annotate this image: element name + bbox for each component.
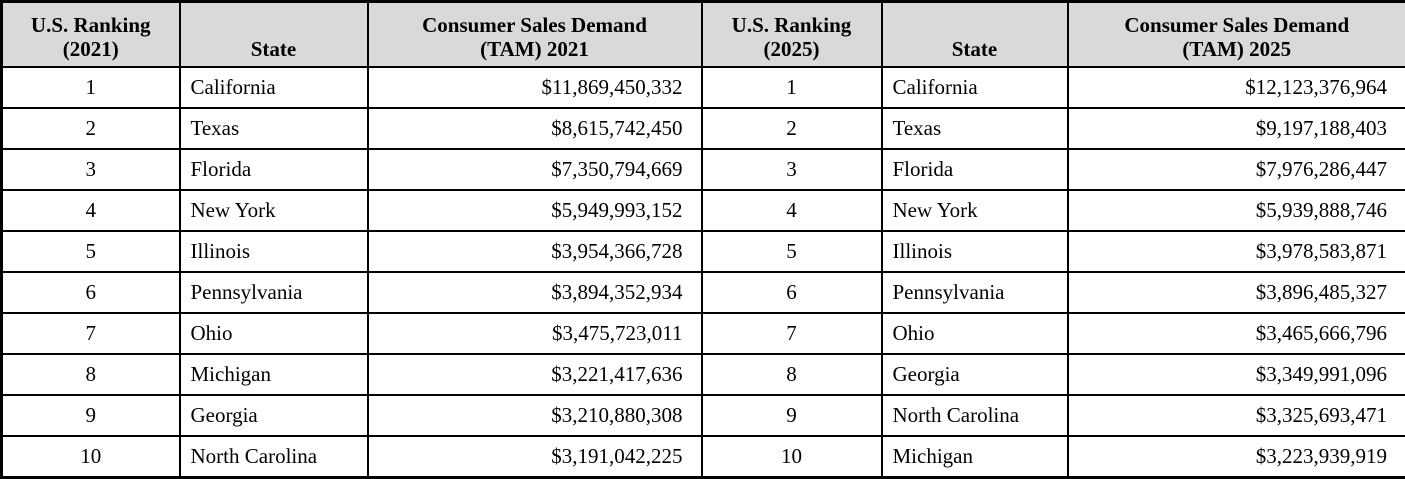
tam-2021-cell: $3,191,042,225 — [368, 436, 702, 478]
rank-2021-cell: 5 — [2, 231, 180, 272]
tam-2025-cell: $3,978,583,871 — [1068, 231, 1405, 272]
header-label: (2025) — [707, 37, 877, 61]
rank-2021-cell: 10 — [2, 436, 180, 478]
rank-2021-cell: 3 — [2, 149, 180, 190]
state-2021-cell: Ohio — [180, 313, 368, 354]
header-state-2021: State — [180, 2, 368, 68]
state-2025-cell: Ohio — [882, 313, 1068, 354]
state-2021-cell: Pennsylvania — [180, 272, 368, 313]
header-tam-2025: Consumer Sales Demand (TAM) 2025 — [1068, 2, 1405, 68]
rank-2025-cell: 8 — [702, 354, 882, 395]
header-label: U.S. Ranking — [7, 13, 175, 37]
rank-2021-cell: 4 — [2, 190, 180, 231]
tam-2025-cell: $7,976,286,447 — [1068, 149, 1405, 190]
rank-2021-cell: 2 — [2, 108, 180, 149]
tam-2021-cell: $3,475,723,011 — [368, 313, 702, 354]
rank-2021-cell: 7 — [2, 313, 180, 354]
header-us-ranking-2025: U.S. Ranking (2025) — [702, 2, 882, 68]
state-2021-cell: California — [180, 67, 368, 108]
header-label: (2021) — [7, 37, 175, 61]
rank-2025-cell: 9 — [702, 395, 882, 436]
state-2025-cell: New York — [882, 190, 1068, 231]
state-2025-cell: Illinois — [882, 231, 1068, 272]
state-2025-cell: North Carolina — [882, 395, 1068, 436]
header-label: U.S. Ranking — [707, 13, 877, 37]
tam-2021-cell: $3,221,417,636 — [368, 354, 702, 395]
state-2021-cell: Illinois — [180, 231, 368, 272]
header-label: (TAM) 2021 — [373, 37, 697, 61]
rank-2025-cell: 2 — [702, 108, 882, 149]
state-2021-cell: Texas — [180, 108, 368, 149]
tam-2025-cell: $5,939,888,746 — [1068, 190, 1405, 231]
rank-2025-cell: 6 — [702, 272, 882, 313]
rank-2025-cell: 10 — [702, 436, 882, 478]
rank-2021-cell: 9 — [2, 395, 180, 436]
state-2021-cell: Georgia — [180, 395, 368, 436]
header-label: Consumer Sales Demand — [1073, 13, 1402, 37]
header-row: U.S. Ranking (2021) State Consumer Sales… — [2, 2, 1405, 68]
header-us-ranking-2021: U.S. Ranking (2021) — [2, 2, 180, 68]
rank-2025-cell: 3 — [702, 149, 882, 190]
tam-2021-cell: $3,894,352,934 — [368, 272, 702, 313]
header-tam-2021: Consumer Sales Demand (TAM) 2021 — [368, 2, 702, 68]
rank-2021-cell: 6 — [2, 272, 180, 313]
header-label: Consumer Sales Demand — [373, 13, 697, 37]
tam-2021-cell: $8,615,742,450 — [368, 108, 702, 149]
state-2025-cell: Pennsylvania — [882, 272, 1068, 313]
state-2021-cell: North Carolina — [180, 436, 368, 478]
tam-2025-cell: $9,197,188,403 — [1068, 108, 1405, 149]
tam-2021-cell: $11,869,450,332 — [368, 67, 702, 108]
tam-2025-cell: $3,223,939,919 — [1068, 436, 1405, 478]
state-2025-cell: Texas — [882, 108, 1068, 149]
table-header: U.S. Ranking (2021) State Consumer Sales… — [2, 2, 1405, 68]
rank-2025-cell: 4 — [702, 190, 882, 231]
header-label: (TAM) 2025 — [1073, 37, 1402, 61]
rank-2025-cell: 7 — [702, 313, 882, 354]
tam-2025-cell: $3,465,666,796 — [1068, 313, 1405, 354]
state-2021-cell: New York — [180, 190, 368, 231]
tam-2021-cell: $3,954,366,728 — [368, 231, 702, 272]
tam-2021-cell: $5,949,993,152 — [368, 190, 702, 231]
state-2021-cell: Michigan — [180, 354, 368, 395]
tam-2025-cell: $3,325,693,471 — [1068, 395, 1405, 436]
rank-2025-cell: 1 — [702, 67, 882, 108]
rank-2021-cell: 1 — [2, 67, 180, 108]
state-2025-cell: Georgia — [882, 354, 1068, 395]
tam-2025-cell: $3,349,991,096 — [1068, 354, 1405, 395]
header-state-2025: State — [882, 2, 1068, 68]
tam-2025-cell: $3,896,485,327 — [1068, 272, 1405, 313]
tam-2025-cell: $12,123,376,964 — [1068, 67, 1405, 108]
header-label: State — [887, 37, 1063, 61]
state-2025-cell: Florida — [882, 149, 1068, 190]
state-2025-cell: Michigan — [882, 436, 1068, 478]
tam-2021-cell: $3,210,880,308 — [368, 395, 702, 436]
rank-2025-cell: 5 — [702, 231, 882, 272]
state-2021-cell: Florida — [180, 149, 368, 190]
rank-2021-cell: 8 — [2, 354, 180, 395]
header-label: State — [185, 37, 363, 61]
tam-2021-cell: $7,350,794,669 — [368, 149, 702, 190]
state-2025-cell: California — [882, 67, 1068, 108]
